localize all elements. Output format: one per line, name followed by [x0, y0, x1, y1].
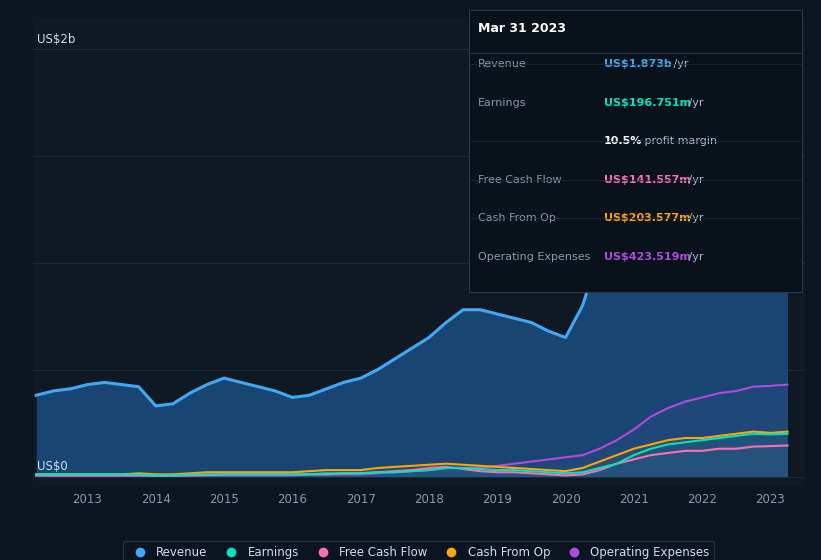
Text: /yr: /yr [670, 59, 689, 69]
Text: US$203.577m: US$203.577m [604, 213, 690, 223]
Text: US$423.519m: US$423.519m [604, 252, 691, 262]
Text: US$196.751m: US$196.751m [604, 97, 691, 108]
Text: Cash From Op: Cash From Op [478, 213, 556, 223]
Text: US$141.557m: US$141.557m [604, 175, 690, 185]
Text: US$1.873b: US$1.873b [604, 59, 672, 69]
Text: 10.5%: 10.5% [604, 136, 642, 146]
Text: profit margin: profit margin [640, 136, 717, 146]
Text: US$0: US$0 [37, 460, 67, 473]
Text: Operating Expenses: Operating Expenses [478, 252, 590, 262]
FancyBboxPatch shape [469, 10, 802, 292]
Text: /yr: /yr [685, 252, 703, 262]
Legend: Revenue, Earnings, Free Cash Flow, Cash From Op, Operating Expenses: Revenue, Earnings, Free Cash Flow, Cash … [123, 541, 714, 560]
Text: /yr: /yr [685, 213, 703, 223]
Text: Revenue: Revenue [478, 59, 527, 69]
Text: Free Cash Flow: Free Cash Flow [478, 175, 562, 185]
Text: /yr: /yr [685, 97, 703, 108]
Text: Earnings: Earnings [478, 97, 526, 108]
Text: Mar 31 2023: Mar 31 2023 [478, 21, 566, 35]
Text: US$2b: US$2b [37, 33, 75, 46]
Text: /yr: /yr [685, 175, 703, 185]
